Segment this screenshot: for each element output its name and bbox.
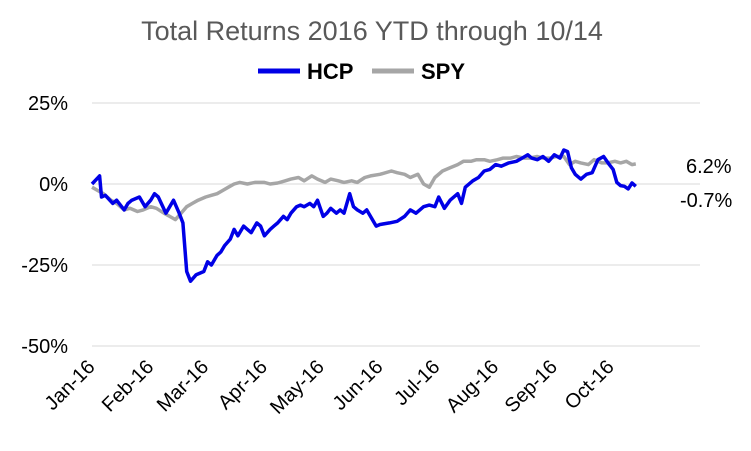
x-tick-label: Jul-16 (390, 356, 444, 410)
x-tick-label: Feb-16 (98, 356, 158, 416)
x-tick-label: Jan-16 (41, 356, 100, 415)
end-label: -0.7% (680, 190, 732, 212)
x-tick-label: Apr-16 (214, 356, 272, 414)
chart-title: Total Returns 2016 YTD through 10/14 (141, 16, 603, 46)
end-label: 6.2% (686, 156, 732, 178)
x-tick-label: Jun-16 (329, 356, 388, 415)
x-tick-label: Oct-16 (561, 356, 619, 414)
x-tick-label: Mar-16 (153, 356, 213, 416)
y-axis-ticks: 25% 0% -25% -50% (21, 93, 68, 358)
series-line-hcp (90, 148, 637, 283)
y-tick-label: -25% (21, 255, 68, 277)
series-layer (90, 148, 637, 283)
gridlines (92, 102, 700, 347)
x-tick-label: Aug-16 (442, 356, 503, 417)
y-tick-label: 25% (28, 93, 68, 115)
x-tick-label: Sep-16 (501, 356, 562, 417)
legend: HCP SPY (258, 59, 465, 84)
y-tick-label: 0% (39, 174, 68, 196)
end-labels: 6.2% -0.7% (680, 156, 732, 212)
y-tick-label: -50% (21, 336, 68, 358)
x-tick-label: May-16 (266, 356, 329, 419)
legend-label-spy: SPY (421, 59, 465, 84)
legend-label-hcp: HCP (307, 59, 353, 84)
